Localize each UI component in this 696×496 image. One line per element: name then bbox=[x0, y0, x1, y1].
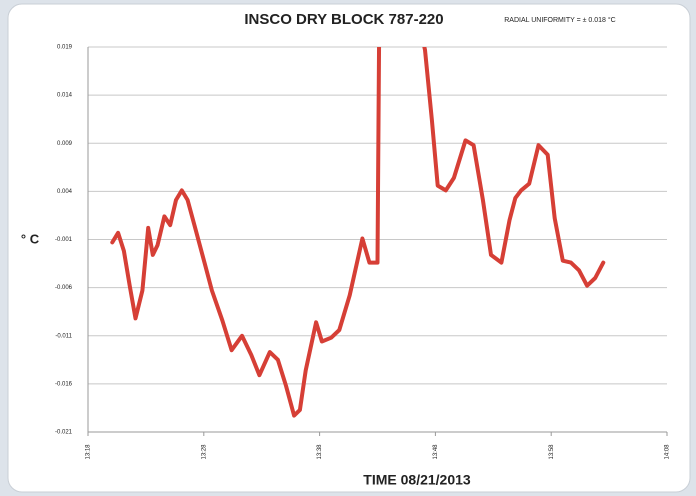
y-tick-label: -0.016 bbox=[55, 381, 73, 387]
chart-background bbox=[7, 3, 691, 493]
x-tick-label: 13:18 bbox=[86, 444, 92, 460]
y-tick-label: 0.019 bbox=[57, 45, 73, 51]
y-tick-label: -0.011 bbox=[55, 333, 72, 339]
x-axis-label: TIME 08/21/2013 bbox=[363, 472, 471, 488]
y-axis-label: ° C bbox=[21, 231, 40, 246]
y-tick-label: -0.001 bbox=[55, 237, 73, 243]
chart-title: INSCO DRY BLOCK 787-220 bbox=[244, 11, 443, 28]
y-tick-label: -0.021 bbox=[55, 430, 73, 436]
x-tick-label: 13:38 bbox=[317, 444, 323, 460]
x-tick-label: 13:58 bbox=[549, 444, 555, 460]
y-tick-label: 0.014 bbox=[57, 93, 73, 99]
x-tick-label: 14:08 bbox=[665, 444, 671, 460]
y-tick-label: 0.004 bbox=[57, 189, 73, 195]
x-tick-label: 13:48 bbox=[433, 444, 439, 460]
annotation: RADIAL UNIFORMITY = ± 0.018 °C bbox=[504, 16, 615, 24]
x-tick-label: 13:28 bbox=[201, 444, 207, 460]
plot-area bbox=[110, 47, 606, 418]
y-tick-label: 0.009 bbox=[57, 141, 73, 147]
y-tick-label: -0.006 bbox=[55, 285, 73, 291]
data-line bbox=[110, 47, 606, 418]
